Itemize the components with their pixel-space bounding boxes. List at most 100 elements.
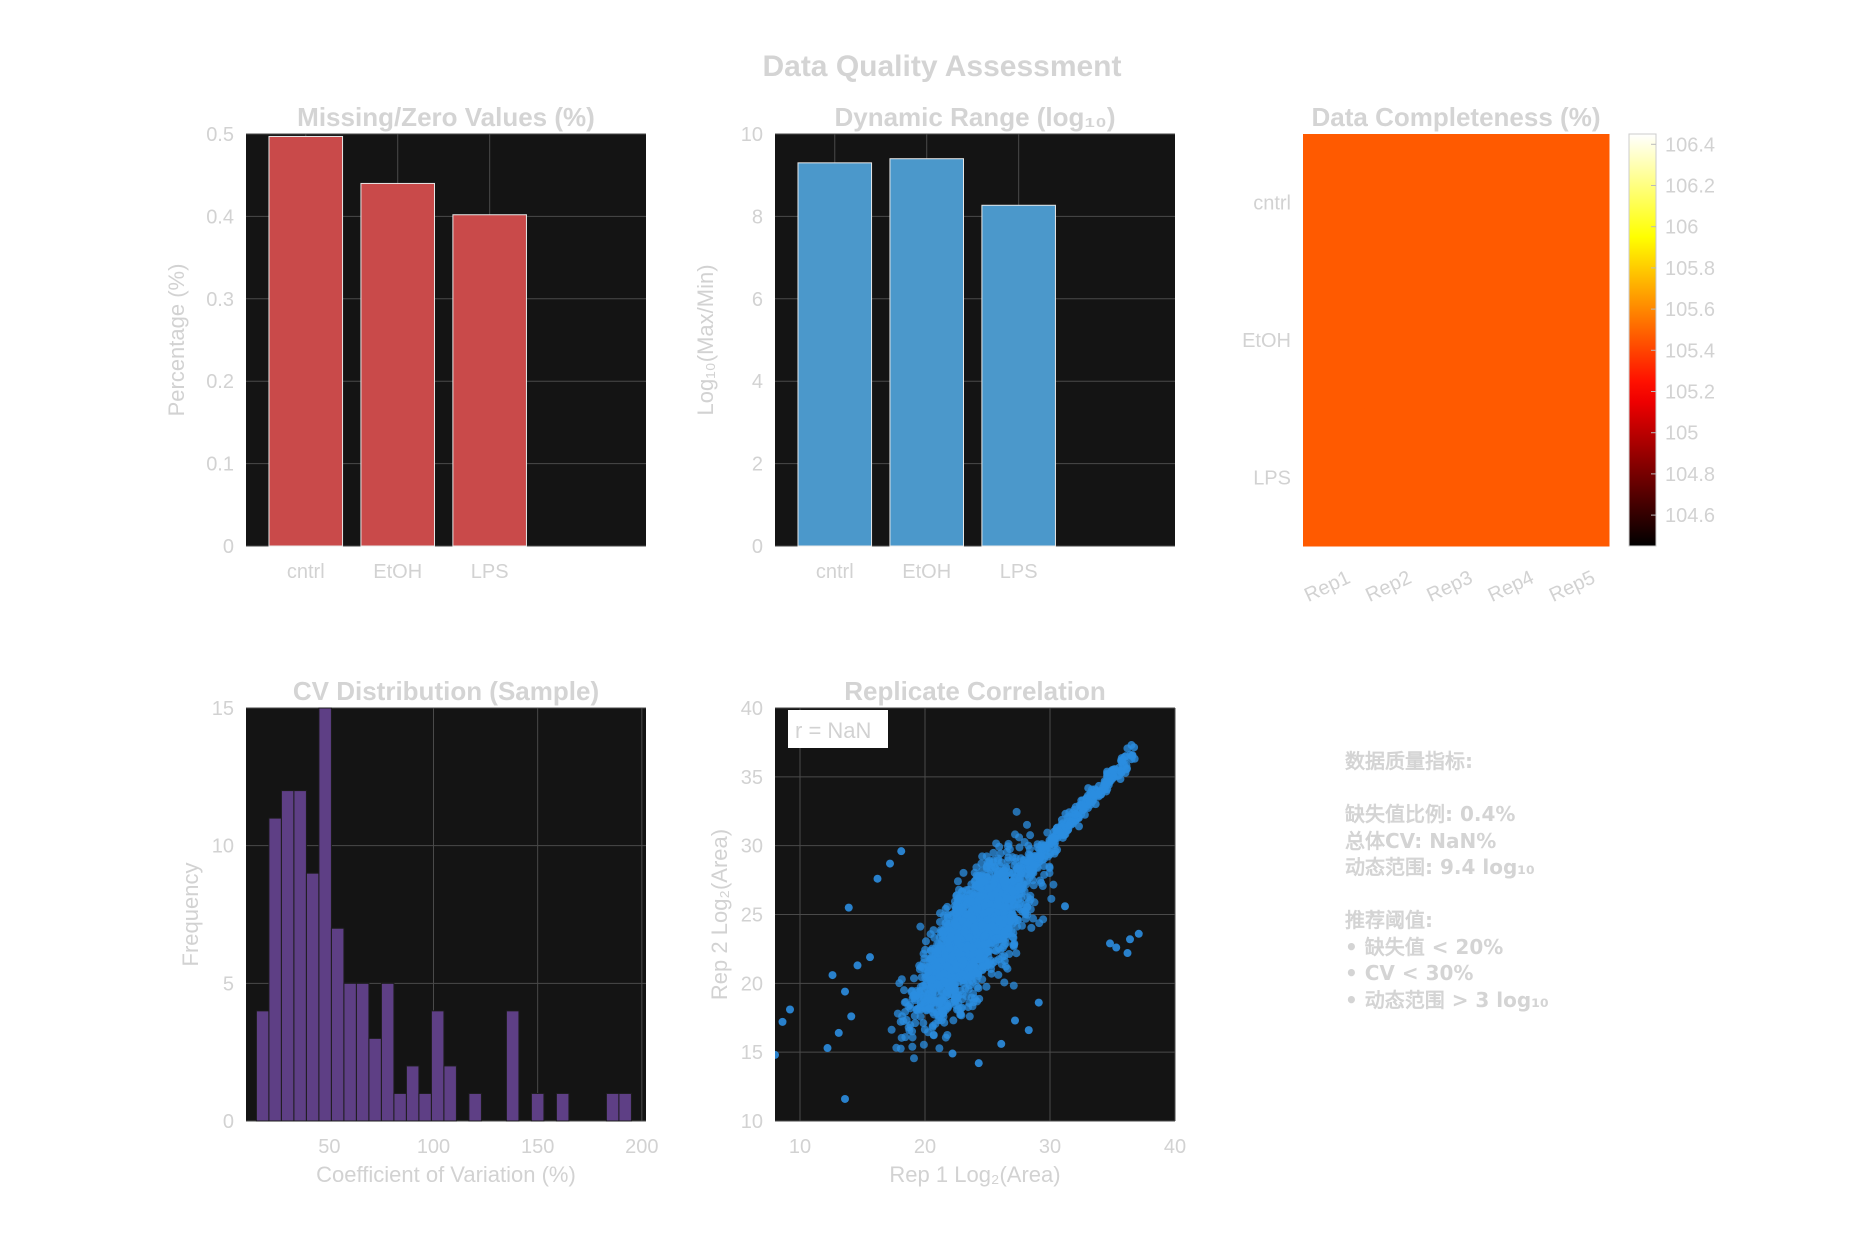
scatter-point: [996, 869, 1005, 878]
scatter-point: [960, 928, 969, 937]
scatter-point: [943, 1003, 952, 1012]
bar-cntrl: [268, 135, 344, 547]
scatter-point: [1089, 791, 1098, 800]
scatter-point: [921, 945, 930, 954]
x-tick-label: EtOH: [902, 561, 951, 583]
scatter-point: [989, 848, 998, 857]
scatter-point: [988, 922, 997, 931]
x-tick-label: 150: [521, 1136, 554, 1158]
y-tick-label: 6: [752, 289, 763, 311]
heatmap-cell: [1425, 408, 1488, 547]
scatter-point: [928, 1023, 937, 1032]
heatmap-cell: [1364, 134, 1426, 272]
cv-distribution-axes: 0 5 10 15 50 100 150 200 CV Distribution (Sample…: [178, 676, 659, 1187]
metrics-spacer: [1345, 881, 1745, 908]
scatter-point: [948, 952, 957, 961]
scatter-point: [1051, 834, 1060, 843]
scatter-point: [873, 874, 882, 883]
row-label: EtOH: [1242, 330, 1291, 352]
histogram-bar: [330, 927, 345, 1122]
y-tick-label: 15: [741, 1042, 763, 1064]
scatter-point: [834, 1028, 843, 1037]
heatmap-cell: [1425, 134, 1488, 272]
colorbar-tick-label: 106.4: [1665, 134, 1715, 156]
scatter-point: [978, 852, 987, 861]
scatter-point: [948, 1049, 957, 1058]
scatter-point: [1134, 929, 1143, 938]
heatmap-cell: [1364, 271, 1426, 410]
scatter-point: [902, 1015, 911, 1024]
chart-title: Dynamic Range (log₁₀): [834, 102, 1115, 132]
y-tick-label: 0.5: [206, 124, 234, 146]
scatter-point: [1078, 806, 1087, 815]
scatter-point: [1070, 805, 1079, 814]
scatter-point: [922, 979, 931, 988]
scatter-point: [1026, 891, 1035, 900]
scatter-point: [1014, 882, 1023, 891]
y-tick-label: 0: [223, 536, 234, 558]
scatter-point: [1106, 939, 1114, 948]
scatter-point: [994, 915, 1003, 924]
scatter-point: [978, 920, 987, 929]
scatter-point: [1009, 981, 1018, 990]
chart-title: CV Distribution (Sample): [293, 676, 599, 706]
scatter-point: [1027, 923, 1036, 932]
scatter-point: [1015, 843, 1024, 852]
histogram-bar: [468, 1092, 482, 1122]
x-tick-label: 100: [417, 1136, 450, 1158]
scatter-point: [916, 962, 925, 971]
y-tick-label: 0.1: [206, 454, 234, 476]
scatter-point: [847, 1012, 856, 1021]
scatter-point: [853, 961, 862, 970]
col-label: Rep3: [1423, 567, 1476, 607]
scatter-point: [998, 952, 1007, 961]
scatter-point: [942, 988, 951, 997]
scatter-point: [940, 977, 949, 986]
histogram-bar: [293, 790, 307, 1122]
heatmap-cell: [1547, 134, 1610, 272]
scatter-point: [994, 970, 1003, 979]
scatter-point: [1003, 964, 1012, 973]
scatter-point: [980, 931, 989, 940]
scatter-point: [1004, 924, 1013, 933]
bar-LPS: [981, 204, 1056, 547]
colorbar-tick-label: 105: [1665, 423, 1698, 445]
scatter-point: [950, 916, 959, 925]
scatter-point: [984, 947, 993, 956]
scatter-point: [921, 970, 930, 979]
x-axis-label: Coefficient of Variation (%): [316, 1162, 576, 1187]
histogram-bar: [355, 982, 370, 1122]
scatter-point: [959, 956, 968, 965]
chart-title: Data Completeness (%): [1312, 102, 1601, 132]
scatter-point: [943, 938, 952, 947]
scatter-point: [919, 1040, 928, 1049]
dynamic-range-axes: 0 2 4 6 8 10 cntrl EtOH LPS Dynamic Range (log₁₀)…: [693, 102, 1175, 583]
histogram-bar: [505, 1010, 520, 1122]
scatter-point: [1015, 833, 1024, 842]
threshold-cv: • CV < 30%: [1345, 961, 1474, 985]
scatter-point: [974, 1059, 983, 1068]
scatter-point: [1088, 785, 1097, 794]
scatter-point: [1026, 831, 1035, 840]
y-tick-label: 15: [212, 698, 234, 720]
bar-cntrl: [797, 162, 873, 547]
scatter-point: [896, 1044, 905, 1053]
scatter-point: [974, 872, 983, 881]
y-tick-label: 0: [752, 536, 763, 558]
correlation-annotation: r = NaN: [795, 718, 871, 743]
bar-EtOH: [360, 182, 436, 547]
scatter-point: [910, 990, 919, 999]
col-label: Rep5: [1546, 567, 1599, 607]
scatter-point: [1122, 765, 1131, 774]
scatter-point: [913, 1004, 922, 1013]
y-axis-label: Percentage (%): [164, 264, 189, 417]
scatter-point: [997, 1039, 1006, 1048]
colorbar-tick-label: 105.6: [1665, 299, 1715, 321]
scatter-point: [887, 1025, 896, 1034]
scatter-point: [970, 957, 979, 966]
scatter-point: [1023, 876, 1032, 885]
scatter-point: [1012, 807, 1021, 816]
scatter-point: [977, 892, 986, 901]
heatmap-cell: [1547, 271, 1610, 410]
scatter-point: [866, 953, 874, 962]
